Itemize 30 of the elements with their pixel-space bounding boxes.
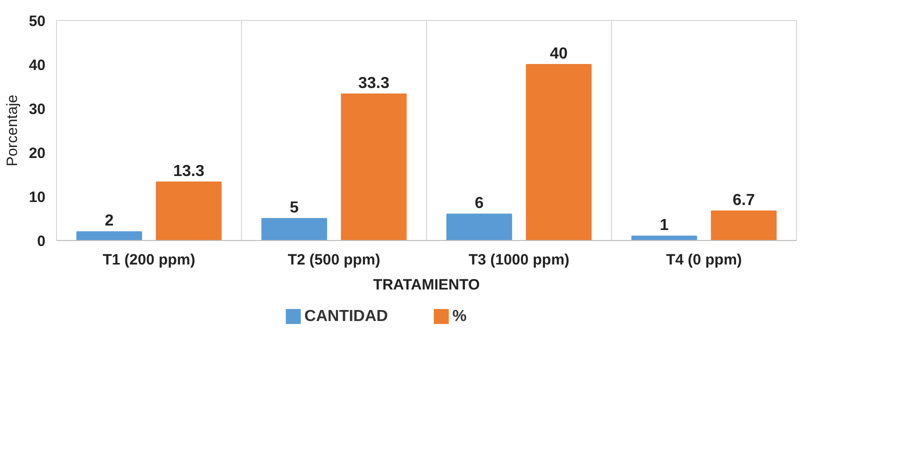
y-tick-label: 0	[37, 233, 46, 250]
bar	[261, 218, 328, 240]
y-tick-label: 30	[28, 101, 46, 118]
y-tick-label: 50	[28, 13, 46, 30]
data-label: 6.7	[732, 192, 755, 210]
legend-label: CANTIDAD	[304, 308, 388, 325]
x-tick-label: T2 (500 ppm)	[288, 252, 380, 268]
y-tick-label: 10	[28, 189, 46, 206]
bar	[340, 93, 407, 240]
bar	[631, 236, 698, 240]
x-tick-label: T4 (0 ppm)	[666, 252, 742, 268]
data-label: 33.3	[358, 74, 390, 92]
legend-label: %	[452, 308, 467, 325]
data-label: 40	[550, 46, 568, 62]
bar	[710, 210, 777, 240]
data-label: 13.3	[173, 162, 204, 180]
y-tick-label: 40	[28, 57, 46, 74]
data-label: 5	[290, 200, 299, 216]
x-tick-label: T3 (1000 ppm)	[468, 252, 570, 268]
data-label: 2	[104, 212, 114, 230]
y-tick-label: 20	[28, 145, 46, 162]
bar	[446, 214, 512, 240]
bar	[76, 231, 142, 240]
y-axis-title: Porcentaje	[4, 94, 21, 166]
bar	[526, 64, 592, 240]
x-axis-title: TRATAMIENTO	[373, 276, 480, 294]
data-label: 6	[474, 195, 484, 212]
bar	[156, 181, 222, 240]
x-tick-label: T1 (200 ppm)	[102, 252, 196, 268]
data-label: 1	[660, 217, 669, 234]
